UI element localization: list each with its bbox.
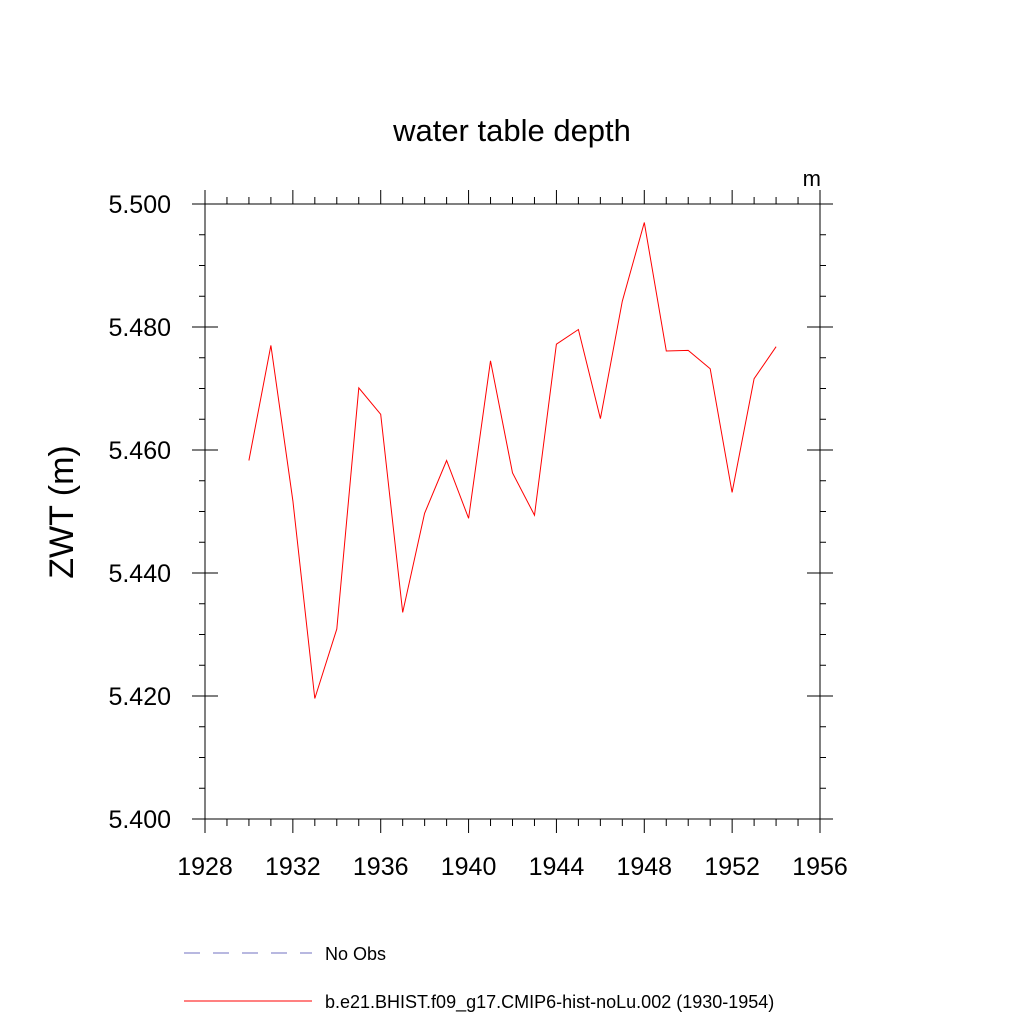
- x-axis-ticks: 1928 1932 1936 1940 1944 1948 1952 1956: [177, 190, 848, 881]
- x-tick-label: 1936: [353, 853, 409, 881]
- y-tick-label: 5.460: [108, 437, 171, 465]
- x-tick-label: 1940: [441, 853, 497, 881]
- series-layer: [248, 222, 777, 699]
- legend: No Obs b.e21.BHIST.f09_g17.CMIP6-hist-noL…: [184, 944, 774, 1013]
- y-tick-label: 5.400: [108, 806, 171, 834]
- chart-title: water table depth: [392, 113, 631, 148]
- series-line: [248, 222, 777, 699]
- legend-label: No Obs: [325, 944, 386, 964]
- y-tick-label: 5.440: [108, 560, 171, 588]
- y-tick-label: 5.500: [108, 191, 171, 219]
- x-tick-label: 1948: [616, 853, 672, 881]
- x-tick-label: 1932: [265, 853, 321, 881]
- legend-label: b.e21.BHIST.f09_g17.CMIP6-hist-noLu.002 …: [325, 992, 774, 1013]
- x-tick-label: 1952: [704, 853, 760, 881]
- x-tick-label: 1944: [529, 853, 585, 881]
- plot-frame: [204, 203, 821, 820]
- y-tick-label: 5.420: [108, 683, 171, 711]
- x-tick-label: 1956: [792, 853, 848, 881]
- units-label: m: [803, 166, 821, 191]
- y-axis-ticks: 5.400 5.420 5.440 5.460 5.480 5.500: [108, 191, 833, 834]
- x-tick-label: 1928: [177, 853, 233, 881]
- y-tick-label: 5.480: [108, 314, 171, 342]
- y-axis-label: ZWT (m): [43, 445, 81, 578]
